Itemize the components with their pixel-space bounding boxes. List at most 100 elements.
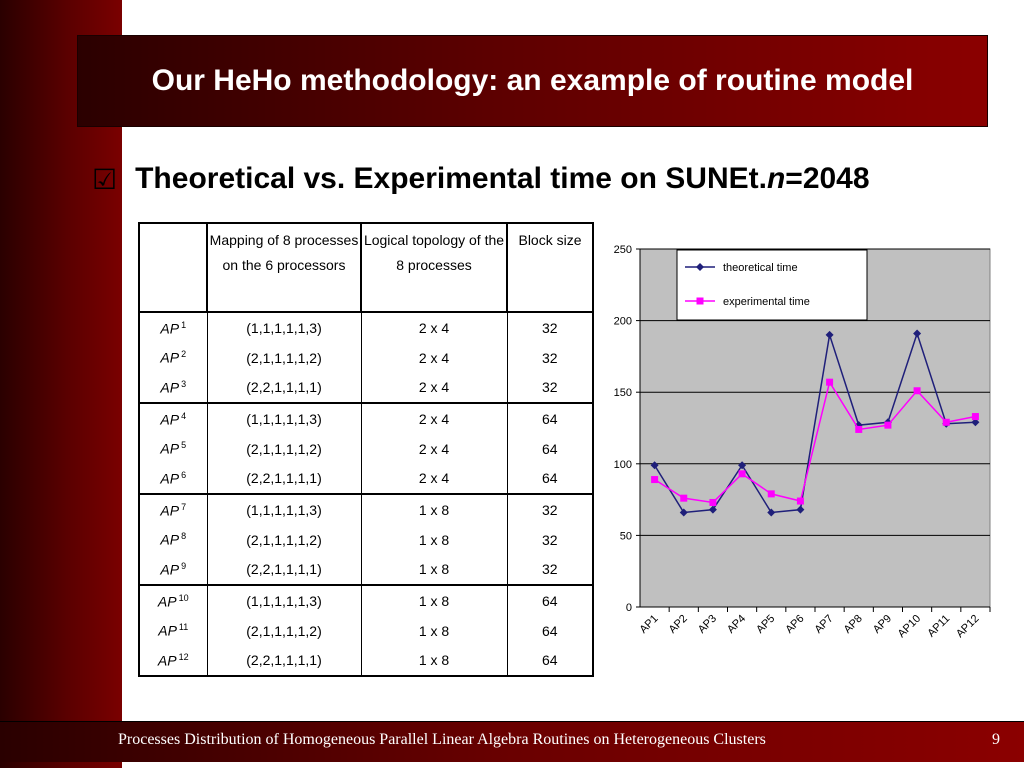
ap-index: 9 [181, 561, 187, 572]
table-row: AP 7 (1,1,1,1,1,3) 1 x 8 32 [138, 493, 594, 525]
data-point [971, 413, 979, 421]
x-tick-label: AP12 [954, 613, 982, 641]
data-point [971, 418, 980, 427]
block-size-cell: 32 [506, 554, 594, 586]
y-tick-label: 150 [614, 387, 632, 399]
x-tick-label: AP1 [638, 613, 661, 636]
ap-cell: AP 11 [138, 615, 208, 646]
data-point [825, 330, 834, 339]
block-size-cell: 64 [506, 615, 594, 646]
left-decorative-bar [0, 0, 122, 768]
page-number: 9 [992, 731, 1000, 748]
table-header-blank [138, 222, 208, 313]
topology-cell: 2 x 4 [360, 433, 508, 464]
ap-cell: AP 9 [138, 554, 208, 586]
table-header-topology: Logical topology of the 8 processes [360, 222, 508, 313]
data-point [796, 505, 805, 514]
block-size-cell: 64 [506, 584, 594, 616]
table-row: AP 12 (2,2,1,1,1,1) 1 x 8 64 [138, 645, 594, 678]
mapping-cell: (1,1,1,1,1,3) [206, 311, 362, 343]
topology-cell: 2 x 4 [360, 342, 508, 373]
mapping-cell: (2,1,1,1,1,2) [206, 524, 362, 555]
table-header-row: Mapping of 8 processes on the 6 processo… [138, 222, 594, 313]
ap-index: 7 [181, 501, 187, 512]
data-point [679, 508, 688, 517]
ap-cell: AP 10 [138, 584, 208, 616]
data-point [913, 329, 922, 338]
checkbox-icon: ☑ [92, 163, 118, 195]
ap-cell: AP 2 [138, 342, 208, 373]
ap-cell: AP 4 [138, 402, 208, 434]
legend-box [676, 249, 868, 321]
table-row: AP 8 (2,1,1,1,1,2) 1 x 8 32 [138, 524, 594, 555]
ap-label: AP [158, 623, 177, 640]
ap-cell: AP 7 [138, 493, 208, 525]
footer-text: Processes Distribution of Homogeneous Pa… [118, 731, 766, 748]
data-point [826, 378, 834, 386]
table-row: AP 5 (2,1,1,1,1,2) 2 x 4 64 [138, 433, 594, 464]
subtitle-italic: n [766, 162, 786, 195]
ap-label: AP [160, 411, 180, 428]
data-point [738, 461, 747, 470]
y-tick-label: 100 [614, 459, 632, 471]
mapping-table-container: Mapping of 8 processes on the 6 processo… [138, 222, 594, 678]
y-tick-label: 250 [614, 244, 632, 256]
mapping-cell: (2,1,1,1,1,2) [206, 433, 362, 464]
block-size-cell: 64 [506, 433, 594, 464]
table-header-block-size: Block size [506, 222, 594, 313]
ap-index: 2 [181, 349, 187, 360]
data-point [650, 461, 659, 470]
y-tick-label: 200 [614, 316, 632, 328]
ap-label: AP [157, 652, 177, 669]
subtitle-prefix: Theoretical vs. Experimental time on SUN… [135, 162, 767, 195]
data-point [738, 470, 746, 478]
data-point [884, 421, 892, 429]
table-row: AP 4 (1,1,1,1,1,3) 2 x 4 64 [138, 402, 594, 434]
title-bar: Our HeHo methodology: an example of rout… [77, 35, 988, 127]
x-tick-label: AP6 [783, 613, 806, 636]
mapping-cell: (2,2,1,1,1,1) [206, 463, 362, 495]
topology-cell: 2 x 4 [360, 402, 508, 434]
x-tick-label: AP11 [925, 613, 952, 640]
ap-index: 3 [181, 378, 187, 389]
series-line-0 [653, 331, 976, 514]
legend-marker [696, 297, 704, 305]
y-tick-label: 0 [626, 602, 632, 614]
ap-cell: AP 8 [138, 524, 208, 555]
data-point [913, 387, 921, 395]
legend-label: experimental time [723, 296, 810, 308]
topology-cell: 2 x 4 [360, 463, 508, 495]
subtitle-suffix: =2048 [785, 162, 870, 195]
topology-cell: 1 x 8 [360, 615, 508, 646]
ap-index: 8 [181, 531, 187, 542]
block-size-cell: 32 [506, 311, 594, 343]
block-size-cell: 64 [506, 463, 594, 495]
ap-label: AP [160, 531, 180, 548]
data-point [680, 494, 688, 502]
mapping-cell: (2,2,1,1,1,1) [206, 372, 362, 404]
mapping-cell: (2,2,1,1,1,1) [206, 554, 362, 586]
ap-label: AP [160, 320, 180, 337]
x-tick-label: AP8 [842, 613, 865, 636]
time-comparison-chart: 0 50 100 150 200 250 AP1 AP2 AP3 AP4 AP5 AP6 AP7 AP8 A… [614, 244, 991, 641]
topology-cell: 1 x 8 [360, 524, 508, 555]
ap-cell: AP 12 [138, 645, 208, 678]
mapping-cell: (1,1,1,1,1,3) [206, 402, 362, 434]
table-row: AP 3 (2,2,1,1,1,1) 2 x 4 32 [138, 372, 594, 404]
mapping-cell: (1,1,1,1,1,3) [206, 584, 362, 616]
ap-label: AP [160, 470, 180, 487]
ap-label: AP [160, 502, 180, 519]
x-tick-label: AP3 [696, 613, 719, 636]
ap-index: 6 [181, 469, 187, 480]
data-point [796, 497, 804, 505]
ap-label: AP [160, 440, 180, 457]
ap-label: AP [160, 561, 180, 578]
table-row: AP 10 (1,1,1,1,1,3) 1 x 8 64 [138, 584, 594, 616]
ap-index: 12 [178, 652, 189, 663]
block-size-cell: 32 [506, 372, 594, 404]
ap-index: 1 [181, 319, 187, 330]
block-size-cell: 64 [506, 645, 594, 678]
ap-index: 4 [181, 410, 187, 421]
data-point [709, 498, 717, 506]
mapping-cell: (2,1,1,1,1,2) [206, 342, 362, 373]
